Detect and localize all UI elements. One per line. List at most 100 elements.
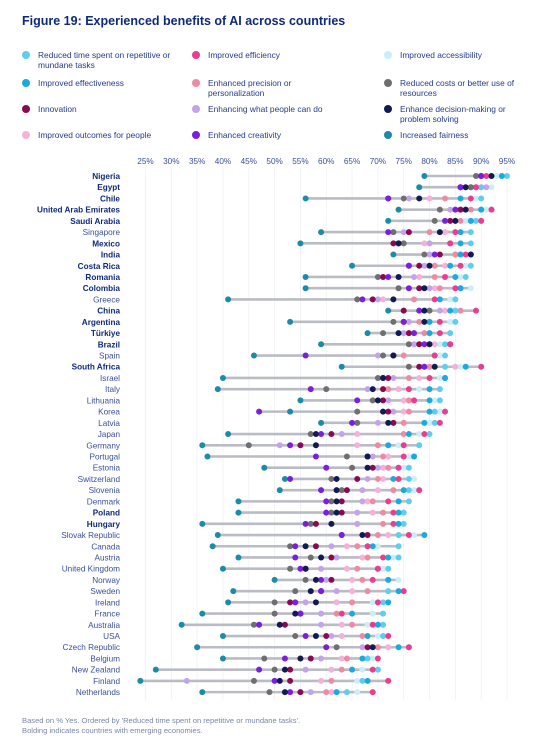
x-tick-label: 55% [292, 157, 308, 166]
data-point [219, 633, 226, 640]
country-label: Portugal [90, 453, 121, 462]
data-point [380, 509, 387, 516]
data-point [328, 543, 335, 550]
data-point [312, 431, 319, 438]
data-point [452, 285, 459, 292]
country-label: Latvia [98, 419, 120, 428]
data-point [457, 273, 464, 280]
legend-swatch [384, 79, 392, 87]
data-point [457, 240, 464, 247]
legend-swatch [384, 51, 392, 59]
data-point [405, 464, 412, 471]
data-point [411, 273, 418, 280]
legend-label: Innovation [38, 104, 77, 114]
legend-label: Improved outcomes for people [38, 130, 152, 140]
country-label: Sweden [90, 587, 120, 596]
data-point [390, 554, 397, 561]
data-point [390, 352, 397, 359]
data-point [281, 621, 288, 628]
data-point [152, 666, 159, 673]
data-point [281, 475, 288, 482]
data-point [364, 475, 371, 482]
legend-swatch [192, 131, 200, 139]
data-point [380, 610, 387, 617]
data-point [385, 386, 392, 393]
data-point [462, 262, 469, 269]
data-point [431, 363, 438, 370]
data-point [467, 206, 474, 213]
country-label: Japan [98, 430, 121, 439]
data-point [483, 173, 490, 179]
data-point [380, 633, 387, 640]
data-point [400, 240, 407, 247]
data-point [385, 374, 392, 381]
data-point [323, 509, 330, 516]
data-point [411, 341, 418, 348]
data-point [457, 251, 464, 258]
data-point [369, 599, 376, 606]
data-point [312, 633, 319, 640]
data-point [452, 296, 459, 303]
country-label: Chile [100, 194, 120, 203]
data-point [287, 318, 294, 325]
data-point [307, 520, 314, 527]
data-point [328, 666, 335, 673]
data-point [302, 666, 309, 673]
data-point [281, 666, 288, 673]
data-point [426, 251, 433, 258]
data-point [411, 397, 418, 404]
data-point [467, 240, 474, 247]
data-point [405, 285, 412, 292]
data-point [416, 442, 423, 449]
data-point [333, 475, 340, 482]
data-point [421, 307, 428, 314]
data-point [426, 397, 433, 404]
data-point [436, 419, 443, 426]
data-point [338, 431, 345, 438]
data-point [287, 475, 294, 482]
data-point [318, 554, 325, 561]
data-point [431, 352, 438, 359]
data-point [354, 509, 361, 516]
data-point [483, 184, 490, 191]
data-point [235, 509, 242, 516]
data-point [292, 554, 299, 561]
data-point [395, 644, 402, 651]
data-point [431, 273, 438, 280]
data-point [297, 442, 304, 449]
legend-label: Improved accessibility [400, 50, 482, 60]
data-point [287, 599, 294, 606]
data-point [385, 633, 392, 640]
data-point [385, 217, 392, 224]
data-point [343, 543, 350, 550]
data-point [354, 677, 361, 684]
data-point [405, 397, 412, 404]
data-point [498, 173, 505, 179]
data-point [287, 689, 294, 696]
data-point [436, 251, 443, 258]
data-point [245, 442, 252, 449]
country-label: Egypt [97, 183, 120, 192]
data-point [395, 240, 402, 247]
data-point [312, 442, 319, 449]
data-point [328, 677, 335, 684]
data-point [416, 374, 423, 381]
data-point [318, 588, 325, 595]
data-point [374, 565, 381, 572]
data-point [328, 475, 335, 482]
data-point [323, 576, 330, 583]
data-point [380, 565, 387, 572]
data-point [447, 296, 454, 303]
data-point [281, 655, 288, 662]
data-point [442, 217, 449, 224]
data-point [436, 408, 443, 415]
data-point [297, 397, 304, 404]
data-point [395, 498, 402, 505]
data-point [349, 610, 356, 617]
data-point [369, 655, 376, 662]
country-label: France [95, 610, 121, 619]
data-point [411, 453, 418, 460]
data-point [436, 296, 443, 303]
data-point [447, 206, 454, 213]
x-tick-label: 45% [241, 157, 257, 166]
